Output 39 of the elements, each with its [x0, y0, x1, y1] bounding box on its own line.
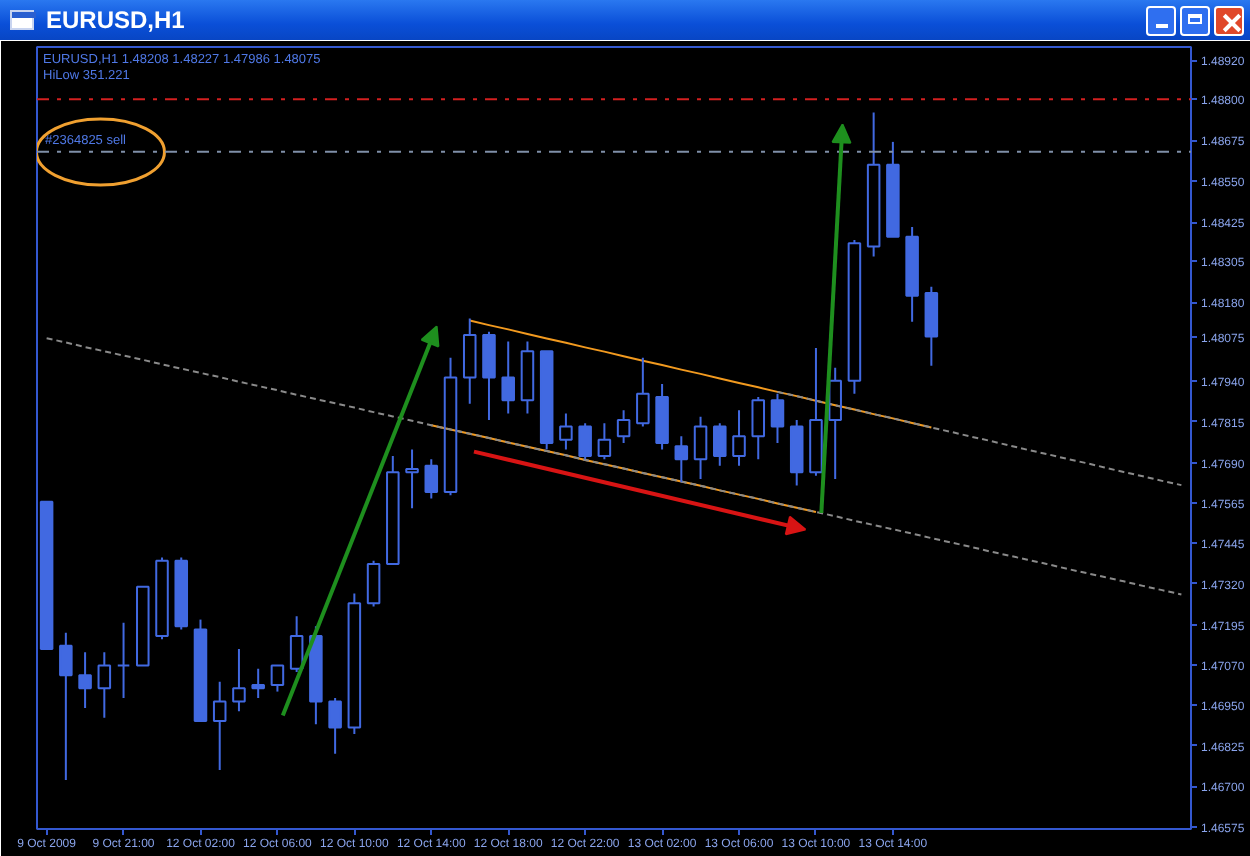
- candlestick: [443, 356, 458, 497]
- candlestick: [655, 383, 669, 451]
- candlestick: [59, 631, 73, 781]
- line-series: [468, 319, 933, 429]
- candlestick: [597, 422, 612, 461]
- candlestick: [732, 409, 746, 467]
- candlestick: [289, 615, 304, 673]
- candlestick: [328, 697, 342, 755]
- candlestick: [386, 455, 400, 565]
- candlestick: [482, 330, 496, 421]
- candlestick: [809, 347, 823, 477]
- candlestick: [405, 448, 419, 510]
- line-series: [430, 424, 817, 513]
- candlestick: [789, 419, 804, 487]
- candlestick: [501, 340, 515, 415]
- candlestick: [251, 667, 265, 700]
- candlestick: [616, 409, 631, 444]
- candlestick: [751, 396, 766, 461]
- candlestick: [97, 651, 112, 719]
- candlestick: [770, 392, 785, 444]
- candlestick: [674, 435, 689, 484]
- line-series: [45, 337, 1183, 596]
- candlestick: [886, 140, 900, 238]
- candlestick: [78, 651, 92, 709]
- candlestick: [636, 356, 650, 428]
- candlestick: [270, 664, 285, 693]
- candlestick: [693, 415, 708, 480]
- candlestick: [559, 412, 573, 451]
- candlestick: [866, 111, 881, 258]
- candlestick: [212, 680, 227, 772]
- candlestick: [905, 225, 919, 323]
- candlestick: [924, 285, 939, 367]
- candlestick: [713, 422, 727, 467]
- candlestick: [462, 317, 477, 405]
- candlestick: [116, 621, 131, 700]
- candlestick: [232, 648, 246, 713]
- candlestick: [520, 340, 535, 415]
- chart-title: EURUSD,H1: [46, 6, 185, 34]
- candlestick: [424, 458, 439, 500]
